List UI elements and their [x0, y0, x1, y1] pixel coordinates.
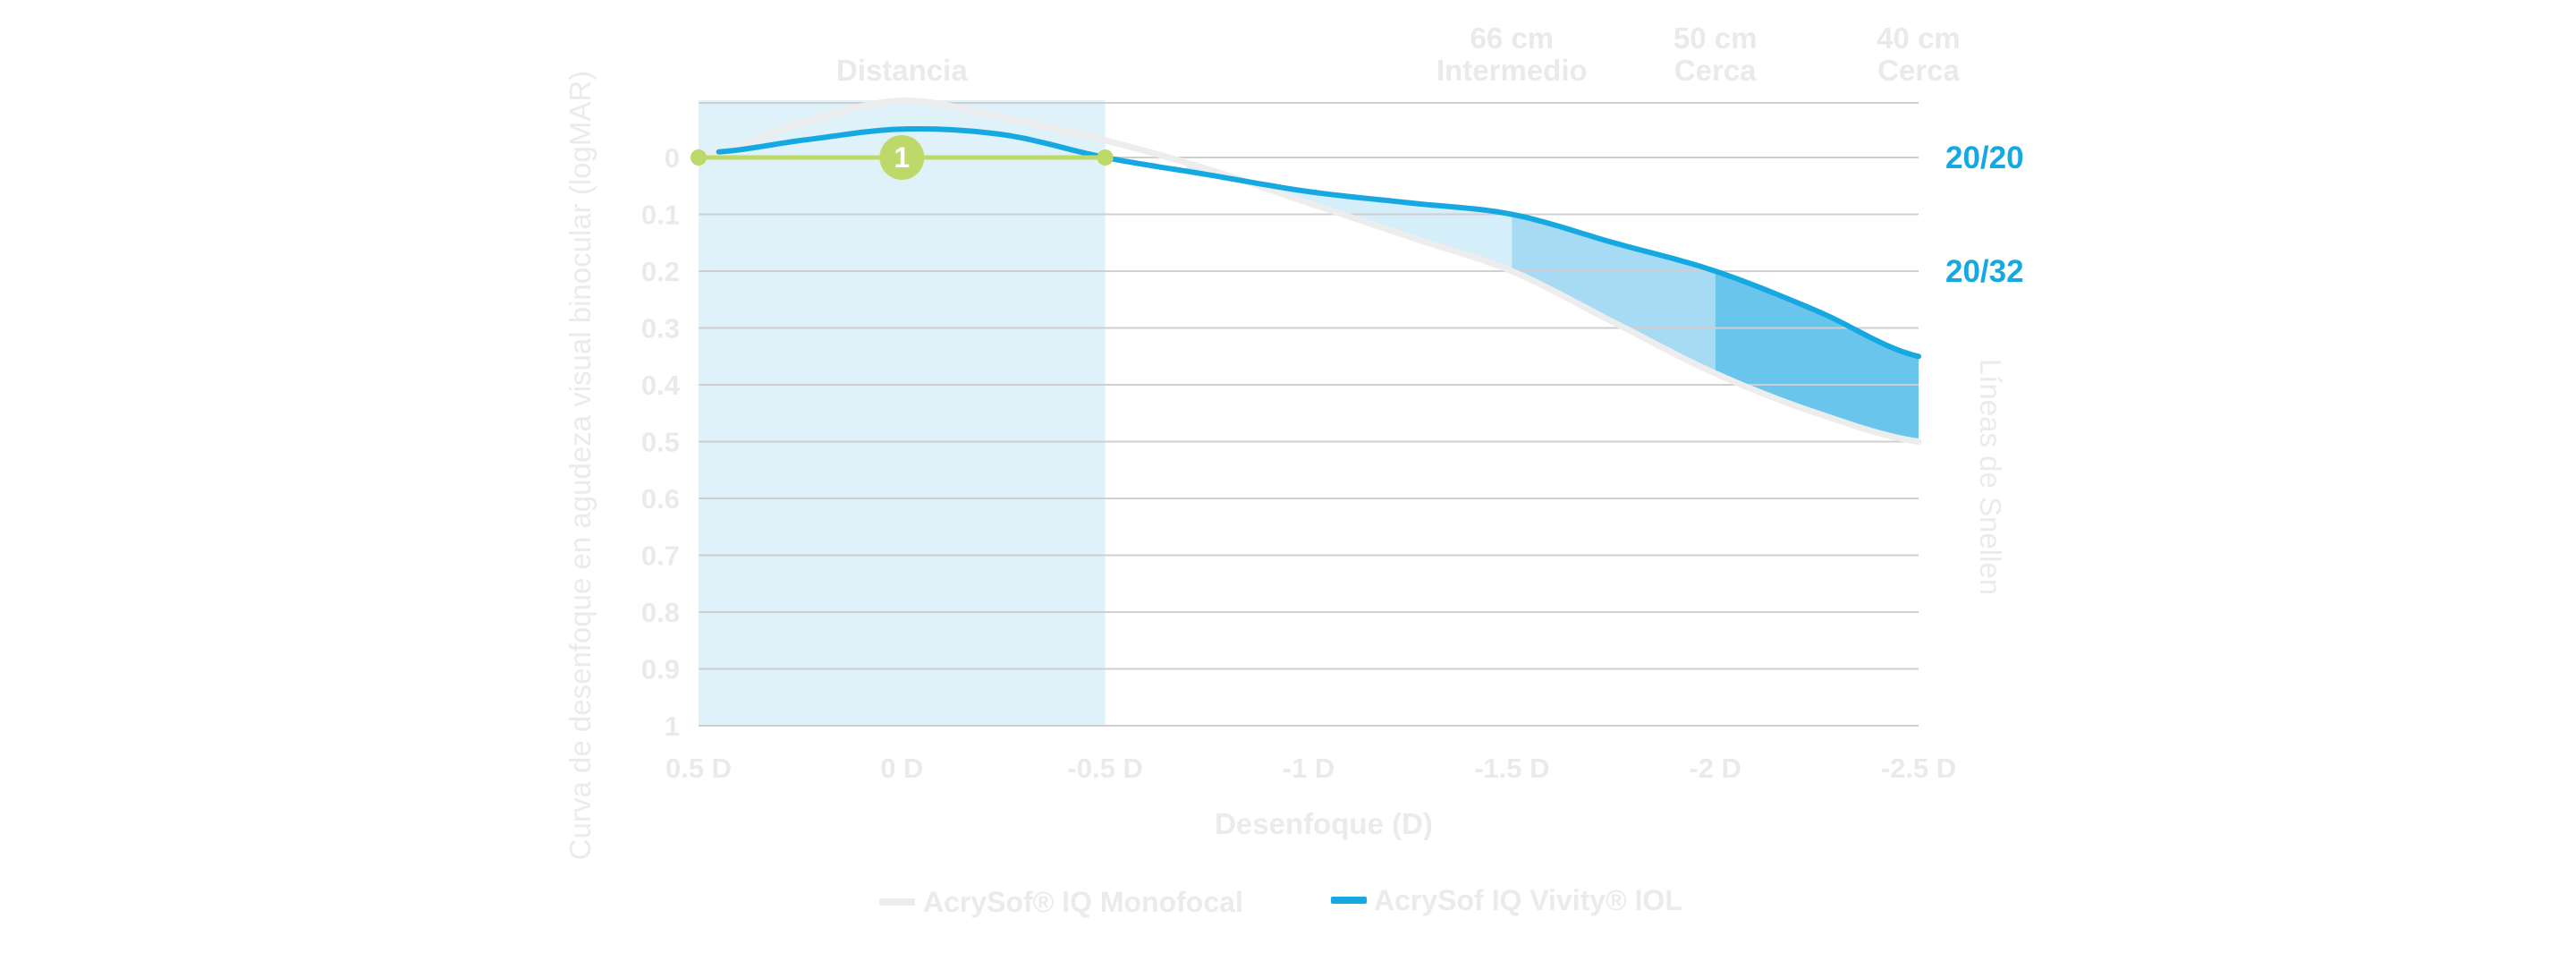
- marker-layer: 1: [691, 135, 1114, 180]
- y-tick-label-0: 0: [665, 142, 680, 174]
- distance-band-layer: [699, 100, 1106, 726]
- y-tick-label-0-9: 0.9: [641, 654, 680, 685]
- x-tick-label-0-5-d: -0.5 D: [1067, 753, 1142, 784]
- shaded-area-layer: [1186, 162, 1919, 442]
- legend-item-monofocal: AcrySof® IQ Monofocal: [879, 886, 1243, 918]
- legend-label-vivity: AcrySof IQ Vivity® IOL: [1374, 884, 1682, 916]
- y-tick-label-layer: 0 0.1 0.2 0.3 0.4 0.5 0.6 0.7 0.8 0.9 1: [641, 142, 681, 742]
- x-tick-label-0-d: 0 D: [880, 753, 923, 784]
- series-line-acrysof-iq-monofocal: [695, 97, 1922, 445]
- x-tick-label-2-5-d: -2.5 D: [1881, 753, 1956, 784]
- y-tick-label-0-2: 0.2: [641, 256, 680, 287]
- marker-range-end-dot: [1097, 149, 1114, 166]
- distance-band: [699, 100, 1106, 726]
- y-tick-label-0-7: 0.7: [641, 540, 680, 572]
- marker-circle: [879, 135, 925, 180]
- legend-item-vivity: AcrySof IQ Vivity® IOL: [1331, 884, 1682, 916]
- y-tick-label-0-5: 0.5: [641, 427, 680, 458]
- x-tick-label-2-d: -2 D: [1689, 753, 1741, 784]
- x-tick-label-1-d: -1 D: [1283, 753, 1335, 784]
- y-tick-label-0-1: 0.1: [641, 200, 680, 231]
- x-tick-label-layer: 0.5 D 0 D -0.5 D -1 D -1.5 D -2 D -2.5 D: [665, 753, 1956, 784]
- legend-swatch-vivity: [1331, 897, 1367, 904]
- region-header-50-cm-cerca-line-2: Cerca: [1674, 54, 1757, 87]
- right-axis-title: Líneas de Snellen: [1974, 359, 2007, 595]
- legend: AcrySof® IQ Monofocal AcrySof IQ Vivity®…: [879, 884, 1682, 918]
- x-tick-label-0-5-d: 0.5 D: [665, 753, 732, 784]
- snellen-label-20-32: 20/32: [1945, 254, 2024, 289]
- y-tick-label-0-4: 0.4: [641, 370, 681, 401]
- shaded-region-3: [1715, 271, 1919, 442]
- y-tick-label-0-3: 0.3: [641, 313, 680, 345]
- region-header-66-cm-intermedio-line-2: Intermedio: [1436, 54, 1588, 87]
- marker-number: 1: [894, 141, 910, 174]
- x-axis-title: Desenfoque (D): [1215, 807, 1433, 840]
- snellen-label-20-20: 20/20: [1945, 140, 2024, 175]
- legend-label-monofocal: AcrySof® IQ Monofocal: [923, 886, 1243, 918]
- region-header-distancia-line-1: Distancia: [836, 54, 968, 87]
- y-tick-label-0-8: 0.8: [641, 597, 680, 628]
- shaded-region-2: [1512, 214, 1716, 374]
- series-line-acrysof-iq-vivity-iol: [716, 126, 1921, 360]
- y-tick-label-1: 1: [665, 710, 680, 742]
- x-tick-label-1-5-d: -1.5 D: [1474, 753, 1549, 784]
- region-header-40-cm-cerca-line-2: Cerca: [1877, 54, 1960, 87]
- region-header-66-cm-intermedio-line-1: 66 cm: [1470, 21, 1555, 55]
- snellen-label-layer: 20/20 20/32: [1945, 140, 2024, 289]
- region-header-40-cm-cerca-line-1: 40 cm: [1877, 21, 1961, 55]
- region-header-50-cm-cerca-line-1: 50 cm: [1674, 21, 1758, 55]
- y-tick-label-0-6: 0.6: [641, 483, 680, 515]
- y-axis-title: Curva de desenfoque en agudeza visual bi…: [564, 71, 597, 860]
- series-layer: [695, 97, 1922, 445]
- legend-swatch-monofocal: [879, 898, 915, 906]
- marker-range-start-dot: [691, 149, 707, 166]
